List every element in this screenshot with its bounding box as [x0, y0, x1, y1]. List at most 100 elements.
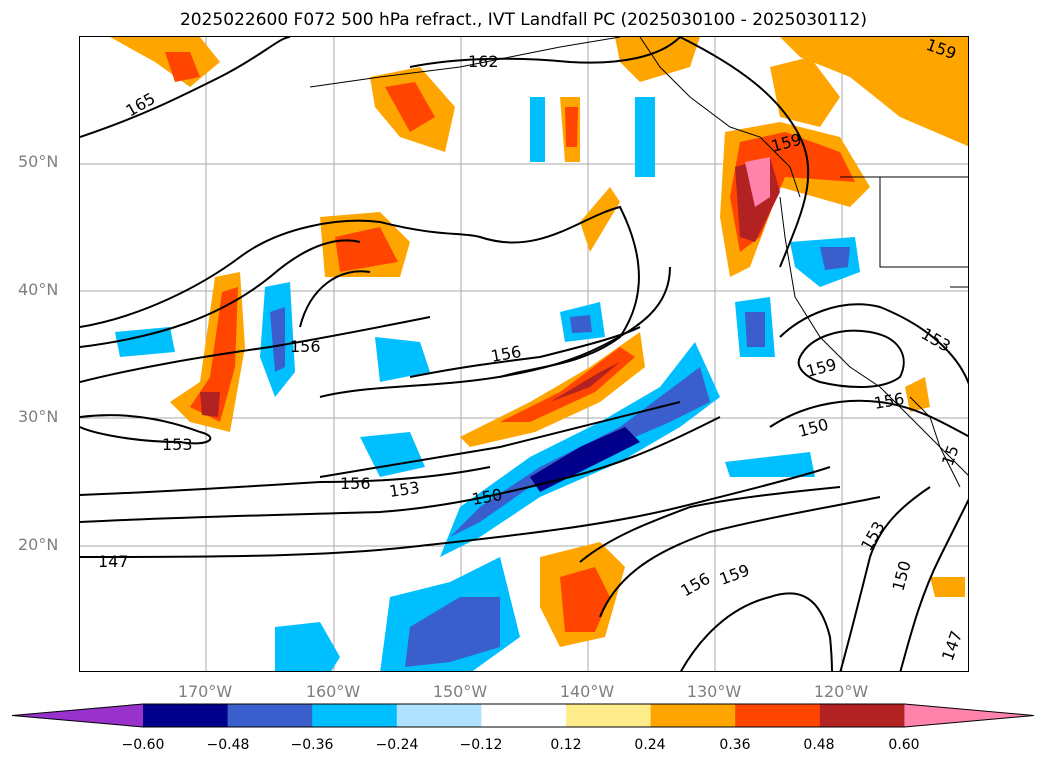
shade-region	[745, 312, 765, 347]
colorbar-segment	[227, 704, 313, 727]
contour-line	[80, 414, 212, 445]
contour-label: 162	[468, 52, 499, 71]
lat-label-50n: 50°N	[18, 152, 59, 171]
shade-region	[335, 227, 398, 272]
contour-line	[409, 37, 681, 68]
shade-region	[270, 307, 285, 372]
colorbar-tick-label: −0.60	[121, 737, 165, 753]
shade-region	[725, 452, 815, 477]
contour-label: 147	[98, 552, 129, 571]
contour-line	[679, 37, 810, 268]
contour-line	[319, 266, 671, 398]
shade-region	[550, 362, 620, 402]
contour-label: 156	[489, 342, 522, 366]
lon-label-130w: 130°W	[686, 682, 742, 701]
coastline-west-coast	[779, 196, 968, 476]
colorbar-extend-right	[904, 704, 1034, 727]
contour-line	[797, 329, 905, 388]
contour-label: 153	[388, 478, 421, 501]
colorbar-segment	[819, 704, 905, 727]
shade-region	[200, 392, 220, 417]
shade-region	[770, 57, 840, 127]
shade-region	[530, 427, 640, 492]
contour-label: 159	[804, 355, 838, 381]
coastline-alaska	[309, 37, 621, 88]
colorbar-outline	[11, 703, 1035, 728]
contour-line	[80, 466, 491, 496]
colorbar-segments	[11, 703, 1035, 728]
shade-region	[560, 567, 610, 632]
contour-line	[80, 37, 291, 138]
shade-region	[375, 337, 430, 382]
contour-line	[680, 592, 833, 671]
colorbar-tick-label: 0.36	[719, 737, 751, 753]
state-border	[879, 177, 968, 268]
contour-line	[409, 326, 641, 378]
colorbar-tick-label: −0.12	[459, 737, 503, 753]
map-title: 2025022600 F072 500 hPa refract., IVT La…	[179, 10, 867, 30]
shade-region	[530, 97, 545, 162]
coastline-bc	[639, 37, 801, 198]
contour-line	[579, 486, 841, 563]
contour-line	[319, 401, 681, 478]
contour-line	[80, 416, 721, 523]
contour-label: 150	[796, 415, 830, 441]
contour-label: 147	[938, 628, 966, 663]
lon-label-120w: 120°W	[813, 682, 869, 701]
colorbar-tick-label: −0.24	[375, 737, 419, 753]
contour-label: 153	[857, 518, 889, 554]
coastline-baja	[909, 396, 961, 488]
height-contours	[80, 37, 968, 671]
contour-label: 150	[889, 559, 915, 593]
shade-region	[360, 432, 425, 477]
contour-line	[769, 399, 968, 438]
shade-region	[930, 577, 965, 597]
colorbar-tick-label: 0.12	[550, 737, 582, 753]
colorbar-tick-label: 0.24	[634, 737, 666, 753]
contour-label: 156	[340, 474, 371, 493]
shade-region	[385, 82, 435, 132]
refractivity-shading	[110, 37, 968, 671]
lat-label-30n: 30°N	[18, 407, 59, 426]
contour-line	[839, 486, 931, 671]
shade-region	[165, 52, 200, 82]
colorbar-segment	[650, 704, 736, 727]
lon-label-140w: 140°W	[559, 682, 615, 701]
lon-label-170w: 170°W	[177, 682, 233, 701]
contour-line	[779, 303, 968, 385]
contour-line	[80, 239, 361, 348]
shade-region	[460, 332, 645, 447]
colorbar-segment	[481, 704, 567, 727]
contour-line	[599, 496, 881, 618]
shade-region	[405, 597, 500, 667]
contour-label: 156	[872, 389, 905, 413]
colorbar-segment	[396, 704, 482, 727]
shade-region	[780, 37, 968, 147]
map-panel: 165 162 159 159 156 156 159 153 156 153 …	[79, 36, 969, 672]
colorbar	[11, 703, 1035, 728]
contour-label: 165	[123, 89, 159, 121]
shade-region	[565, 107, 578, 147]
contour-label: 156	[678, 569, 714, 601]
shade-region	[905, 377, 930, 412]
lon-label-160w: 160°W	[305, 682, 361, 701]
lat-label-20n: 20°N	[18, 535, 59, 554]
contour-label: 156	[290, 337, 321, 356]
colorbar-tick-label: 0.48	[803, 737, 835, 753]
lon-label-150w: 150°W	[432, 682, 488, 701]
colorbar-extend-left	[12, 704, 143, 727]
map-canvas: 165 162 159 159 156 156 159 153 156 153 …	[80, 37, 968, 671]
shade-region	[820, 247, 850, 270]
shade-region	[570, 315, 592, 333]
shade-region	[110, 37, 220, 87]
shade-region	[580, 187, 620, 252]
contour-line	[80, 466, 831, 558]
colorbar-tick-label: −0.48	[206, 737, 250, 753]
shade-region	[275, 622, 340, 671]
lat-label-40n: 40°N	[18, 280, 59, 299]
contour-line	[899, 498, 968, 671]
shade-region	[615, 37, 700, 82]
contour-label: 153	[162, 435, 193, 454]
colorbar-tick-label: −0.36	[290, 737, 334, 753]
shade-region	[115, 327, 175, 357]
